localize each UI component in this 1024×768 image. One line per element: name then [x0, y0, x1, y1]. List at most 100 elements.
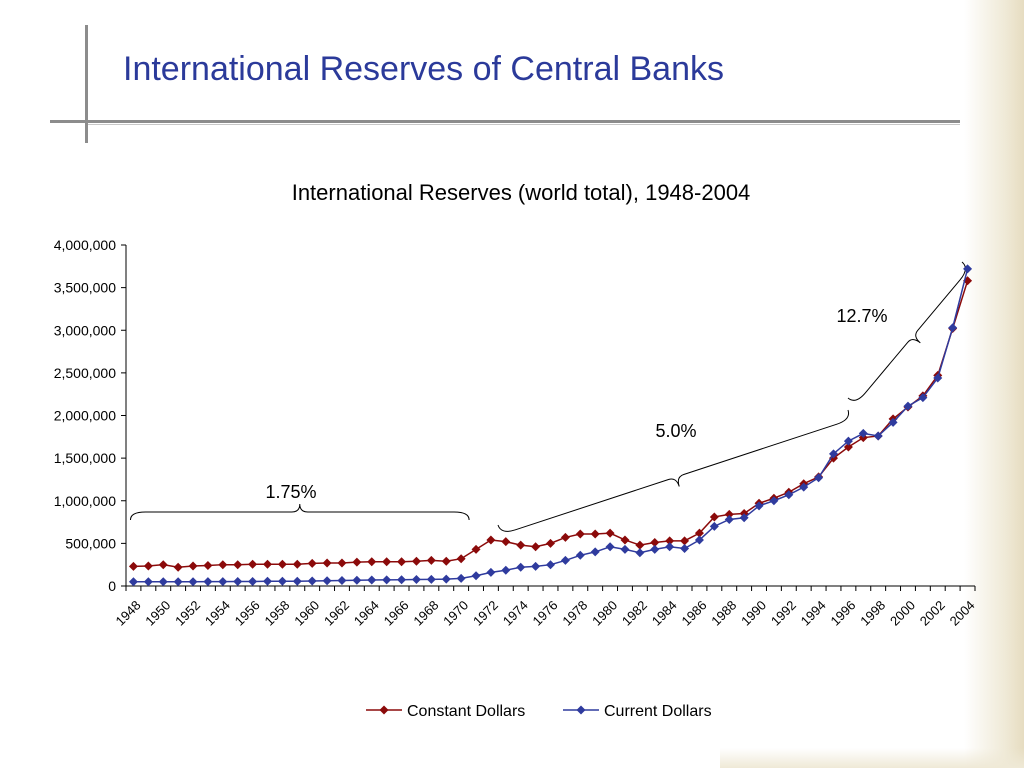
y-tick-label: 1,000,000: [54, 493, 116, 509]
x-tick-label: 1994: [798, 598, 829, 629]
data-point: [694, 528, 704, 538]
data-point: [605, 542, 615, 552]
data-point: [263, 576, 272, 586]
data-point: [933, 373, 943, 383]
x-tick-label: 1956: [232, 598, 263, 629]
x-tick-label: 1990: [738, 598, 769, 629]
x-tick-label: 1964: [351, 598, 382, 629]
data-point: [546, 560, 555, 570]
background-watermark: [964, 0, 1024, 768]
data-point: [397, 575, 407, 585]
data-point: [456, 554, 466, 564]
data-point: [456, 573, 466, 583]
x-tick-label: 1984: [649, 598, 680, 629]
x-tick-label: 1980: [589, 598, 620, 629]
data-point: [888, 417, 898, 427]
data-point: [277, 576, 287, 586]
data-point: [650, 538, 660, 548]
data-point: [411, 575, 421, 585]
title-vertical-rule: [85, 25, 88, 143]
x-tick-label: 1948: [113, 598, 144, 629]
slide-title: International Reserves of Central Banks: [123, 50, 724, 88]
data-point: [292, 576, 302, 586]
data-point: [426, 574, 436, 584]
data-point: [590, 547, 600, 557]
data-point: [292, 559, 302, 569]
data-point: [397, 557, 407, 567]
chart-title: International Reserves (world total), 19…: [292, 180, 751, 205]
data-point: [665, 536, 675, 546]
data-point: [218, 560, 228, 570]
data-point: [784, 490, 794, 500]
data-point: [352, 575, 362, 585]
x-tick-label: 1988: [708, 598, 739, 629]
data-point: [650, 544, 660, 554]
data-point: [620, 544, 630, 554]
data-point: [635, 540, 645, 550]
x-tick-label: 1982: [619, 598, 650, 629]
data-point: [128, 577, 138, 587]
legend-label: Constant Dollars: [407, 703, 525, 720]
data-point: [411, 556, 421, 566]
data-point: [158, 560, 168, 570]
data-point: [620, 535, 630, 545]
y-tick-label: 0: [108, 578, 116, 594]
data-point: [158, 577, 168, 587]
x-tick-label: 2000: [887, 598, 918, 629]
data-point: [203, 561, 213, 571]
data-point: [352, 557, 362, 567]
data-point: [248, 559, 258, 569]
y-tick-label: 500,000: [65, 535, 116, 551]
title-horizontal-rule-thin: [88, 124, 960, 125]
data-point: [501, 565, 511, 575]
data-point: [486, 567, 496, 577]
data-point: [516, 562, 526, 572]
data-point: [128, 561, 138, 571]
data-point: [471, 544, 481, 554]
data-point: [471, 571, 481, 581]
data-point: [903, 401, 913, 411]
data-point: [814, 473, 824, 483]
data-point: [858, 428, 868, 438]
data-point: [590, 529, 600, 539]
data-point: [724, 509, 734, 519]
data-point: [367, 557, 377, 567]
data-point: [531, 542, 541, 552]
data-point: [367, 575, 377, 585]
x-tick-label: 1954: [202, 598, 233, 629]
x-tick-label: 1970: [440, 598, 471, 629]
data-point: [843, 442, 853, 452]
data-point: [531, 561, 541, 571]
data-point: [486, 535, 496, 545]
legend-marker: [576, 705, 586, 715]
data-point: [337, 576, 347, 586]
data-point: [665, 542, 675, 552]
annotation-brace: [129, 503, 470, 521]
y-tick-label: 1,500,000: [54, 450, 116, 466]
data-point: [575, 550, 585, 560]
data-point: [322, 576, 332, 586]
data-point: [948, 323, 958, 333]
data-point: [233, 560, 243, 570]
x-tick-label: 2004: [947, 598, 978, 629]
data-point: [799, 482, 809, 492]
data-point: [739, 513, 749, 523]
y-tick-label: 3,500,000: [54, 280, 116, 296]
annotation-label: 12.7%: [836, 306, 887, 326]
data-point: [754, 501, 764, 511]
data-point: [680, 536, 690, 546]
data-point: [203, 577, 213, 587]
data-point: [546, 538, 555, 548]
x-tick-label: 1968: [410, 598, 441, 629]
data-point: [441, 574, 451, 584]
data-point: [724, 515, 734, 525]
data-point: [709, 521, 719, 531]
data-point: [248, 576, 258, 586]
y-tick-label: 3,000,000: [54, 322, 116, 338]
data-point: [605, 528, 615, 538]
data-point: [337, 558, 347, 568]
data-point: [873, 431, 883, 441]
data-point: [560, 555, 570, 565]
data-point: [843, 436, 853, 446]
